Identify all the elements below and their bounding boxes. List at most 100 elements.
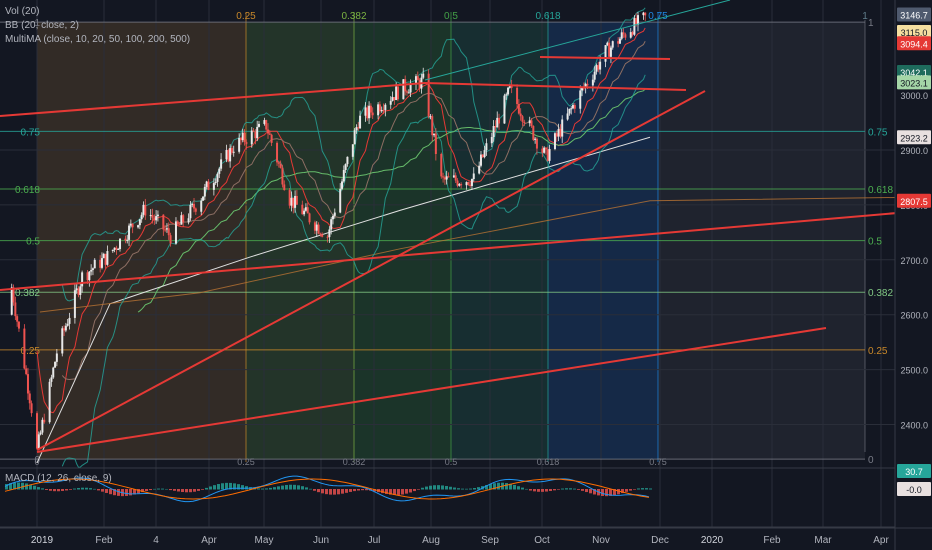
candle-body — [604, 45, 607, 62]
candle-body — [75, 288, 78, 291]
fib-left-label: 0.618 — [15, 185, 40, 196]
macd-histogram-bar — [577, 489, 580, 490]
main-legend: Vol (20) BB (20, close, 2) MultiMA (clos… — [5, 5, 190, 47]
time-tick-label: Jun — [313, 535, 329, 546]
trend-lines[interactable] — [0, 0, 932, 453]
candle-body — [238, 137, 241, 152]
candle-body — [100, 258, 103, 268]
macd-histogram-bar — [621, 489, 624, 494]
candle-body — [443, 177, 446, 180]
candle-body — [586, 83, 589, 86]
macd-histogram-bar — [545, 489, 548, 492]
candle-body — [52, 367, 55, 378]
legend-macd[interactable]: MACD (12, 26, close, 9) — [5, 473, 112, 484]
legend-bb[interactable]: BB (20, close, 2) — [5, 20, 79, 31]
fib-right-label: 0 — [868, 455, 874, 466]
candle-body — [490, 137, 493, 144]
candle-body — [418, 80, 421, 89]
candle-body — [124, 238, 127, 241]
candle-body — [119, 238, 122, 250]
candle-body — [644, 12, 647, 16]
macd-histogram-bar — [525, 488, 528, 490]
macd-histogram-bar — [169, 489, 172, 491]
macd-histogram-bar — [189, 489, 192, 493]
macd-histogram-bar — [289, 484, 292, 490]
macd-histogram-bar — [97, 489, 100, 491]
fib-right-label: 0.382 — [868, 288, 893, 299]
candle-body — [270, 134, 273, 143]
macd-histogram-bar — [613, 489, 616, 496]
macd-histogram-bar — [485, 485, 488, 490]
legend-vol[interactable]: Vol (20) — [5, 6, 40, 17]
red-trend-line — [0, 82, 426, 117]
macd-histogram-bar — [193, 489, 196, 492]
macd-histogram-bar — [33, 485, 36, 490]
candle-body — [308, 213, 311, 223]
macd-histogram-bar — [157, 488, 160, 490]
candle-body — [155, 216, 158, 221]
candle-body — [389, 100, 392, 105]
macd-histogram-bar — [165, 488, 168, 490]
macd-histogram-bar — [237, 484, 240, 490]
time-axis[interactable]: 2019 Feb 4 Apr May Jun Jul Aug Sep Oct Nov Dec 2020 F… — [0, 527, 932, 546]
price-axis[interactable]: 2900.02800.02700.02600.02500.02400.03000… — [894, 0, 932, 550]
macd-histogram-bar — [21, 482, 24, 490]
fib-left-label: 1 — [34, 18, 40, 29]
candle-body — [618, 38, 621, 44]
candle-body — [510, 85, 513, 88]
candle-body — [593, 71, 596, 80]
candle-body — [232, 151, 235, 153]
candle-body — [620, 32, 623, 39]
candle-body — [440, 153, 443, 177]
candle-body — [10, 287, 13, 315]
candle-body — [218, 168, 221, 174]
candle-body — [131, 223, 134, 228]
macd-histogram-bar — [513, 484, 516, 490]
legend-multima[interactable]: MultiMA (close, 10, 20, 50, 100, 200, 50… — [5, 34, 191, 45]
time-tick-label: 2020 — [701, 535, 724, 546]
candle-body — [636, 15, 639, 25]
macd-histogram-bar — [201, 489, 204, 490]
macd-histogram-bar — [345, 489, 348, 493]
candle-body — [189, 204, 192, 219]
macd-histogram-bar — [381, 489, 384, 494]
ma-20-line — [61, 41, 646, 381]
price-tick-label: 2700.0 — [900, 256, 928, 266]
candle-body — [30, 403, 33, 414]
candle-body — [294, 195, 297, 208]
candle-body — [276, 142, 279, 163]
fib-bottom-label: 0.5 — [445, 457, 458, 467]
candle-body — [245, 141, 248, 145]
candle-body — [535, 138, 538, 149]
candle-body — [326, 236, 329, 238]
macd-histogram-bar — [397, 489, 400, 495]
macd-histogram-bar — [609, 489, 612, 496]
macd-histogram-bar — [441, 485, 444, 490]
macd-histogram-bar — [325, 489, 328, 495]
macd-histogram-bar — [229, 482, 232, 490]
macd-histogram-bar — [173, 489, 176, 491]
macd-histogram-bar — [361, 489, 364, 491]
ma-50-line — [137, 88, 646, 313]
candle-body — [546, 149, 549, 161]
candle-body — [534, 138, 537, 140]
fib-bottom-label: 0.382 — [343, 457, 366, 467]
macd-histogram-bar — [493, 483, 496, 490]
macd-histogram-bar — [285, 485, 288, 490]
candle-body — [301, 204, 304, 215]
candle-body — [541, 148, 544, 153]
candle-body — [433, 133, 436, 136]
fib-left-label: 0.382 — [15, 288, 40, 299]
candle-body — [635, 18, 638, 25]
candle-body — [149, 215, 152, 217]
macd-histogram-bar — [445, 486, 448, 490]
macd-histogram-bar — [561, 488, 564, 490]
fib-top-label: 0.75 — [648, 11, 668, 22]
channel-line — [424, 0, 731, 81]
candle-body — [494, 126, 497, 128]
macd-histogram-bar — [185, 489, 188, 493]
macd-histogram-bar — [401, 489, 404, 495]
candle-body — [359, 115, 362, 129]
